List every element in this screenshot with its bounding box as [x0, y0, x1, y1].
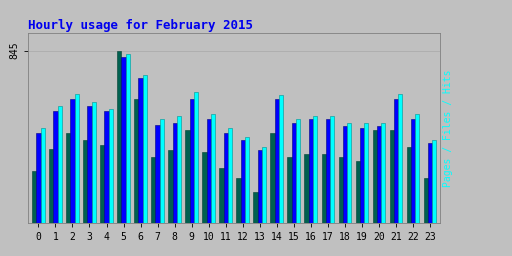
Bar	[305, 154, 309, 223]
Y-axis label: Pages / Files / Hits: Pages / Files / Hits	[443, 69, 453, 187]
Bar	[275, 99, 279, 223]
Text: Hourly usage for February 2015: Hourly usage for February 2015	[28, 19, 253, 32]
Bar	[381, 123, 386, 223]
Bar	[75, 93, 79, 223]
Bar	[292, 123, 296, 223]
Bar	[313, 116, 317, 223]
Bar	[326, 119, 330, 223]
Bar	[219, 168, 224, 223]
Bar	[173, 123, 177, 223]
Bar	[338, 157, 343, 223]
Bar	[206, 119, 211, 223]
Bar	[241, 140, 245, 223]
Bar	[92, 102, 96, 223]
Bar	[32, 171, 36, 223]
Bar	[407, 147, 411, 223]
Bar	[356, 161, 360, 223]
Bar	[104, 111, 109, 223]
Bar	[211, 114, 215, 223]
Bar	[156, 125, 160, 223]
Bar	[262, 147, 266, 223]
Bar	[121, 57, 125, 223]
Bar	[228, 128, 232, 223]
Bar	[428, 144, 432, 223]
Bar	[411, 119, 415, 223]
Bar	[57, 106, 62, 223]
Bar	[309, 119, 313, 223]
Bar	[134, 99, 138, 223]
Bar	[390, 130, 394, 223]
Bar	[70, 99, 75, 223]
Bar	[177, 116, 181, 223]
Bar	[253, 192, 258, 223]
Bar	[83, 140, 88, 223]
Bar	[88, 106, 92, 223]
Bar	[66, 133, 70, 223]
Bar	[398, 93, 402, 223]
Bar	[296, 119, 300, 223]
Bar	[189, 99, 194, 223]
Bar	[245, 137, 249, 223]
Bar	[125, 54, 130, 223]
Bar	[53, 111, 57, 223]
Bar	[117, 50, 121, 223]
Bar	[394, 99, 398, 223]
Bar	[279, 95, 283, 223]
Bar	[322, 154, 326, 223]
Bar	[270, 133, 275, 223]
Bar	[360, 128, 364, 223]
Bar	[330, 116, 334, 223]
Bar	[347, 123, 351, 223]
Bar	[143, 74, 147, 223]
Bar	[138, 78, 143, 223]
Bar	[40, 128, 45, 223]
Bar	[185, 130, 189, 223]
Bar	[415, 114, 419, 223]
Bar	[373, 130, 377, 223]
Bar	[109, 109, 113, 223]
Bar	[36, 133, 40, 223]
Bar	[343, 126, 347, 223]
Bar	[160, 119, 164, 223]
Bar	[224, 133, 228, 223]
Bar	[432, 140, 437, 223]
Bar	[364, 123, 368, 223]
Bar	[237, 178, 241, 223]
Bar	[287, 157, 292, 223]
Bar	[202, 152, 206, 223]
Bar	[49, 149, 53, 223]
Bar	[168, 150, 173, 223]
Bar	[100, 145, 104, 223]
Bar	[151, 157, 156, 223]
Bar	[194, 92, 198, 223]
Bar	[424, 178, 428, 223]
Bar	[258, 150, 262, 223]
Bar	[377, 126, 381, 223]
